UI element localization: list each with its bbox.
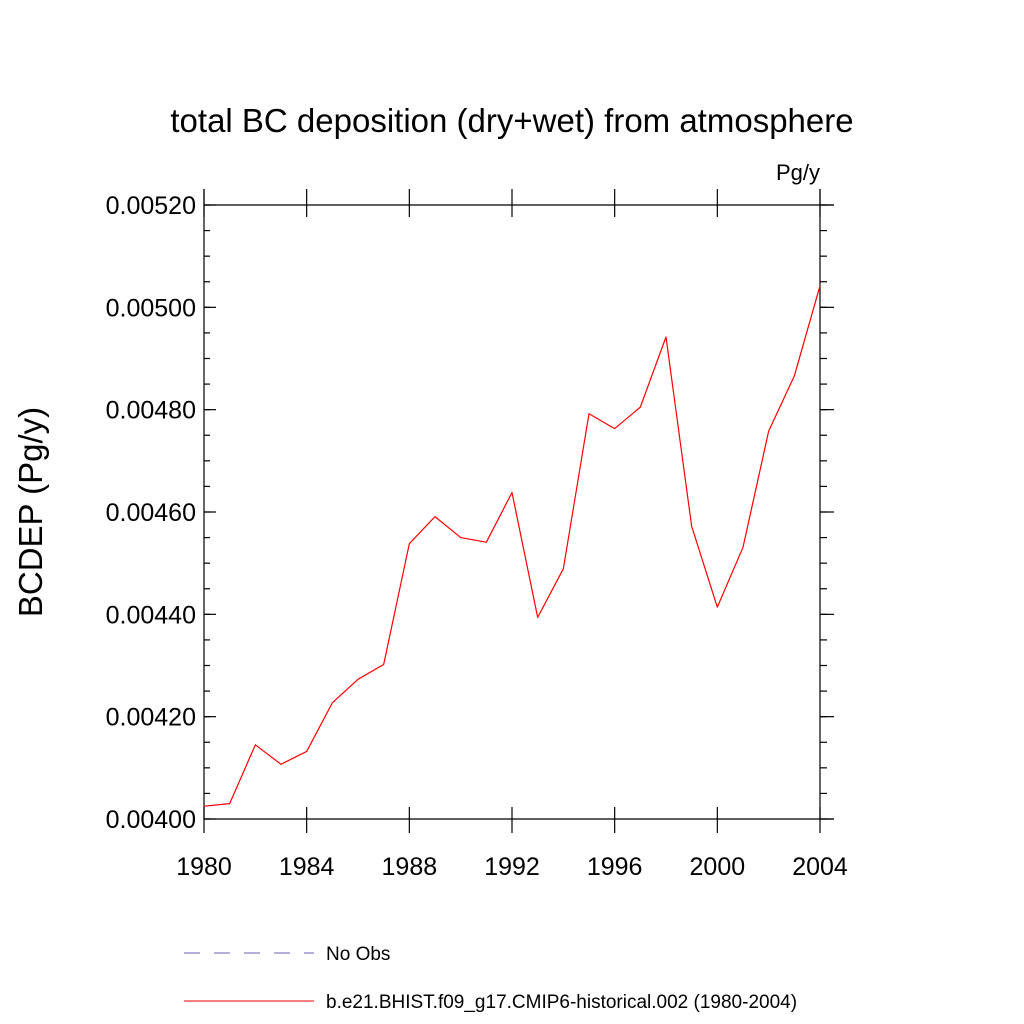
x-tick-label: 2004 — [792, 853, 848, 881]
y-tick-label: 0.00400 — [106, 806, 196, 834]
series-lines — [203, 285, 821, 807]
y-tick-label: 0.00440 — [106, 601, 196, 629]
series-line-0 — [203, 285, 821, 807]
x-tick-label: 2000 — [690, 853, 746, 881]
x-tick-label: 1988 — [382, 853, 438, 881]
chart-title: total BC deposition (dry+wet) from atmos… — [170, 102, 853, 139]
y-tick-label: 0.00460 — [106, 499, 196, 527]
x-tick-label: 1984 — [279, 853, 335, 881]
x-tick-label: 1996 — [587, 853, 643, 881]
y-tick-label: 0.00500 — [106, 294, 196, 322]
y-tick-label: 0.00480 — [106, 397, 196, 425]
legend: No Obs b.e21.BHIST.f09_g17.CMIP6-historic… — [184, 944, 797, 1013]
axes: 0.00400 0.00420 0.00440 0.00460 0.00480 0.005… — [106, 189, 848, 881]
legend-label: b.e21.BHIST.f09_g17.CMIP6-historical.002… — [326, 992, 797, 1013]
x-tick-label: 1992 — [484, 853, 540, 881]
y-axis-label: BCDEP (Pg/y) — [12, 407, 49, 617]
y-tick-label: 0.00420 — [106, 704, 196, 732]
legend-label: No Obs — [326, 944, 390, 965]
x-tick-label: 1980 — [176, 853, 232, 881]
y-tick-label: 0.00520 — [106, 192, 196, 220]
units-label: Pg/y — [776, 160, 820, 185]
